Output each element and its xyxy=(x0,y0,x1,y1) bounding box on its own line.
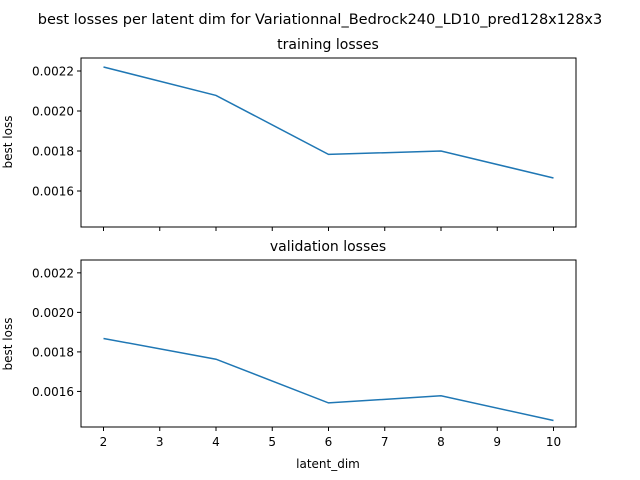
validation-xtick-label: 9 xyxy=(493,435,501,449)
validation-xlabel: latent_dim xyxy=(296,457,360,471)
validation-xtick-label: 6 xyxy=(325,435,333,449)
validation-xtick-label: 2 xyxy=(100,435,108,449)
training-ytick-label: 0.0020 xyxy=(32,105,74,119)
validation-ytick-label: 0.0016 xyxy=(32,385,74,399)
validation-losses-title: validation losses xyxy=(270,239,386,255)
validation-xtick-label: 7 xyxy=(381,435,389,449)
training-ytick-label: 0.0018 xyxy=(32,145,74,159)
training-losses-title: training losses xyxy=(277,37,379,53)
validation-losses-subplot: validation losses best loss latent_dim 0… xyxy=(1,239,577,471)
validation-loss-line xyxy=(103,337,554,422)
figure-suptitle: best losses per latent dim for Variation… xyxy=(38,12,603,28)
validation-xtick-label: 3 xyxy=(156,435,164,449)
training-axes-frame xyxy=(80,57,577,228)
validation-axes-frame xyxy=(80,259,577,428)
validation-ytick-label: 0.0022 xyxy=(32,266,74,280)
training-ytick-label: 0.0016 xyxy=(32,185,74,199)
validation-xtick-label: 10 xyxy=(546,435,561,449)
validation-xtick-label: 4 xyxy=(212,435,220,449)
validation-xtick-label: 5 xyxy=(268,435,276,449)
validation-ylabel: best loss xyxy=(1,318,15,371)
training-ylabel: best loss xyxy=(1,116,15,169)
validation-ytick-label: 0.0018 xyxy=(32,345,74,359)
validation-ytick-label: 0.0020 xyxy=(32,306,74,320)
training-ytick-label: 0.0022 xyxy=(32,65,74,79)
validation-xtick-label: 8 xyxy=(437,435,445,449)
training-loss-line xyxy=(103,66,554,179)
training-losses-subplot: training losses best loss 0.0016 0.0018 0.… xyxy=(1,37,577,231)
